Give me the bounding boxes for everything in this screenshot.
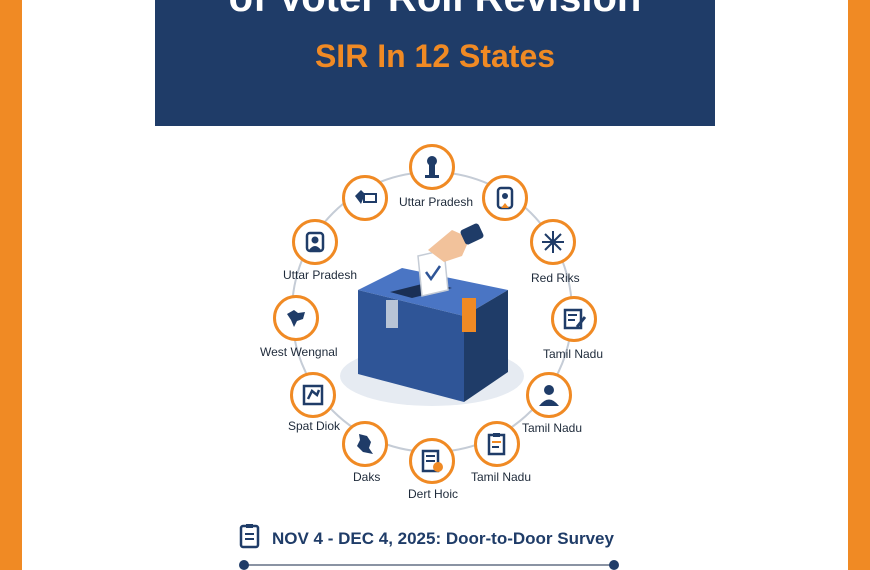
label-bottom: Dert Hoic xyxy=(408,487,459,501)
document-edit-icon xyxy=(551,296,597,342)
label-right-mid: Tamil Nadu xyxy=(543,347,604,361)
clipboard-icon xyxy=(474,421,520,467)
label-upper-left: Uttar Pradesh xyxy=(283,268,358,282)
person-icon xyxy=(526,372,572,418)
title-banner: of Voter Roll Revision SIR In 12 States xyxy=(155,0,715,126)
label-left-lower: Spat Diok xyxy=(288,419,341,433)
timeline-start-dot xyxy=(239,560,249,570)
map-card-icon xyxy=(342,175,388,221)
label-right-lower: Tamil Nadu xyxy=(522,421,583,435)
map-icon xyxy=(273,295,319,341)
calendar-clipboard-icon xyxy=(238,523,262,554)
timeline-end-dot xyxy=(609,560,619,570)
label-bottom-right: Tamil Nadu xyxy=(471,470,532,484)
user-circle-icon xyxy=(292,219,338,265)
label-upper-right: Red Riks xyxy=(531,271,580,285)
timeline-bar xyxy=(239,560,619,570)
network-icon xyxy=(530,219,576,265)
label-bottom-left: Daks xyxy=(353,470,381,484)
survey-date-text: NOV 4 - DEC 4, 2025: Door-to-Door Survey xyxy=(272,528,614,548)
label-left-mid: West Wengnal xyxy=(260,345,338,359)
puzzle-map-icon xyxy=(290,372,336,418)
voting-hand-icon xyxy=(428,223,484,262)
emblem-icon xyxy=(409,144,455,190)
banner-subtitle: SIR In 12 States xyxy=(314,38,556,74)
id-badge-icon xyxy=(482,175,528,221)
banner-title: of Voter Roll Revision xyxy=(155,0,715,21)
form-icon xyxy=(409,438,455,484)
survey-date-row: NOV 4 - DEC 4, 2025: Door-to-Door Survey xyxy=(238,523,614,554)
label-top: Uttar Pradesh xyxy=(399,195,474,209)
state-map-icon xyxy=(342,421,388,467)
